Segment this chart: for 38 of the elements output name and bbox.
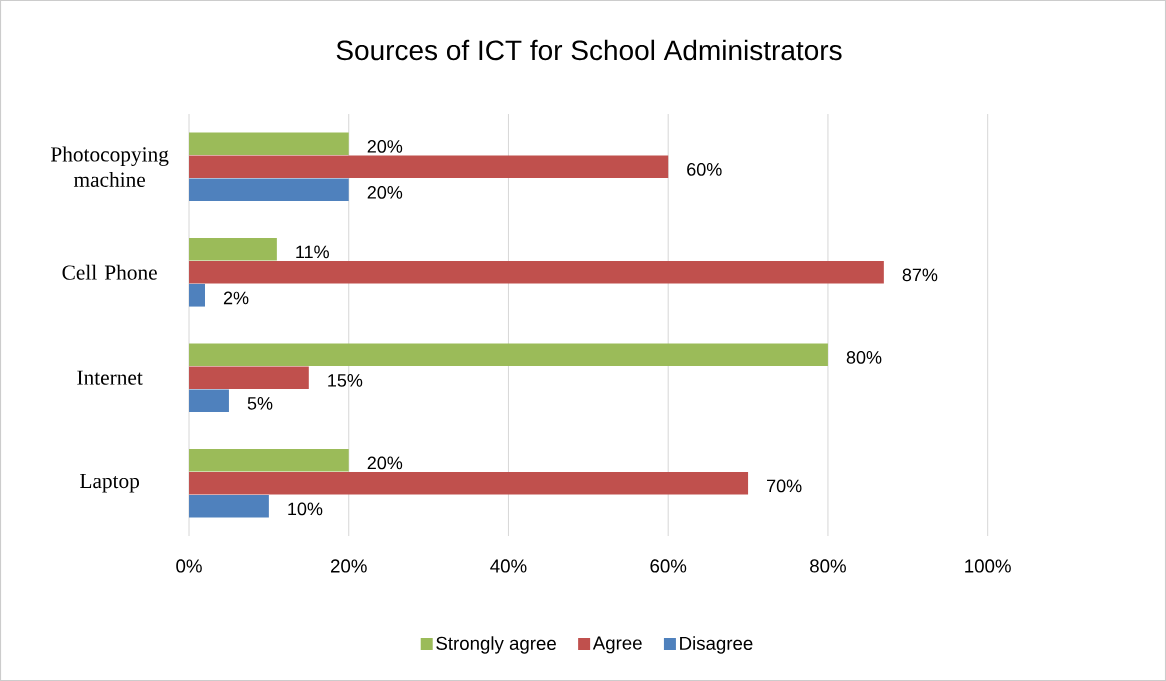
data-label: 70% bbox=[767, 479, 802, 493]
bar bbox=[189, 155, 669, 179]
x-tick-label: 100% bbox=[965, 559, 1011, 573]
x-tick-label: 0% bbox=[176, 559, 202, 573]
bar bbox=[189, 471, 749, 495]
data-label: 87% bbox=[902, 268, 938, 282]
data-label: 10% bbox=[288, 502, 323, 516]
bar bbox=[189, 448, 349, 472]
y-tick-label: Internet bbox=[77, 370, 143, 385]
data-label: 20% bbox=[367, 140, 403, 153]
bar bbox=[189, 260, 884, 284]
bar bbox=[189, 494, 269, 518]
bar bbox=[189, 389, 229, 413]
bar bbox=[189, 132, 349, 156]
bar bbox=[189, 343, 828, 367]
y-tick-label: Cell Phone bbox=[62, 264, 157, 280]
x-tick-label: 40% bbox=[490, 559, 527, 573]
legend-label: Agree bbox=[592, 636, 642, 654]
legend-label: Disagree bbox=[680, 636, 753, 654]
y-tick-label: Laptop bbox=[80, 473, 140, 493]
data-label: 11% bbox=[296, 245, 329, 259]
bar bbox=[189, 178, 349, 202]
legend-label: Strongly agree bbox=[436, 636, 556, 654]
data-label: 80% bbox=[846, 351, 882, 364]
bar bbox=[189, 237, 277, 261]
data-label: 15% bbox=[328, 374, 363, 387]
data-label: 2% bbox=[223, 291, 249, 305]
chart-title: Sources of ICT for School Administrators bbox=[336, 39, 842, 61]
x-tick-label: 80% bbox=[810, 559, 846, 573]
x-tick-label: 20% bbox=[331, 559, 367, 573]
data-label: 20% bbox=[367, 186, 403, 199]
data-label: 60% bbox=[687, 163, 722, 176]
y-tick-label: Photocopying machine bbox=[50, 146, 169, 187]
data-label: 20% bbox=[367, 456, 403, 470]
bar bbox=[189, 366, 309, 390]
bar bbox=[189, 283, 205, 307]
data-label: 5% bbox=[247, 397, 273, 410]
x-tick-label: 60% bbox=[650, 559, 687, 573]
